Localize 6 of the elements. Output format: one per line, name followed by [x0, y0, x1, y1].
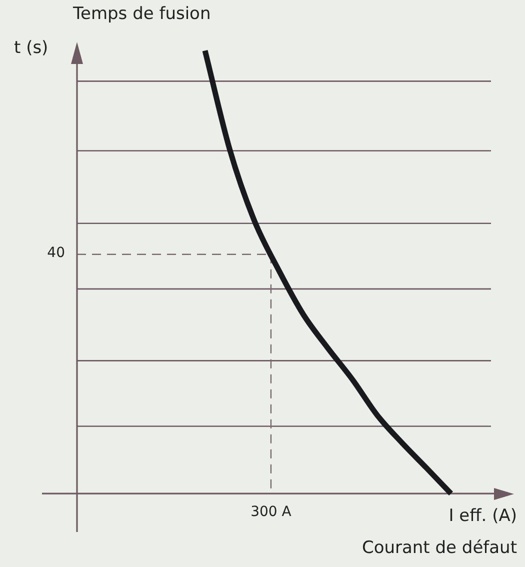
text: 40	[47, 245, 65, 262]
text: t (s)	[14, 38, 48, 58]
text: Courant de défaut	[362, 538, 517, 558]
text: 300 A	[250, 504, 292, 520]
chart-title: Temps de fusion	[73, 4, 211, 24]
x-axis-title: I eff. (A)	[448, 506, 517, 526]
